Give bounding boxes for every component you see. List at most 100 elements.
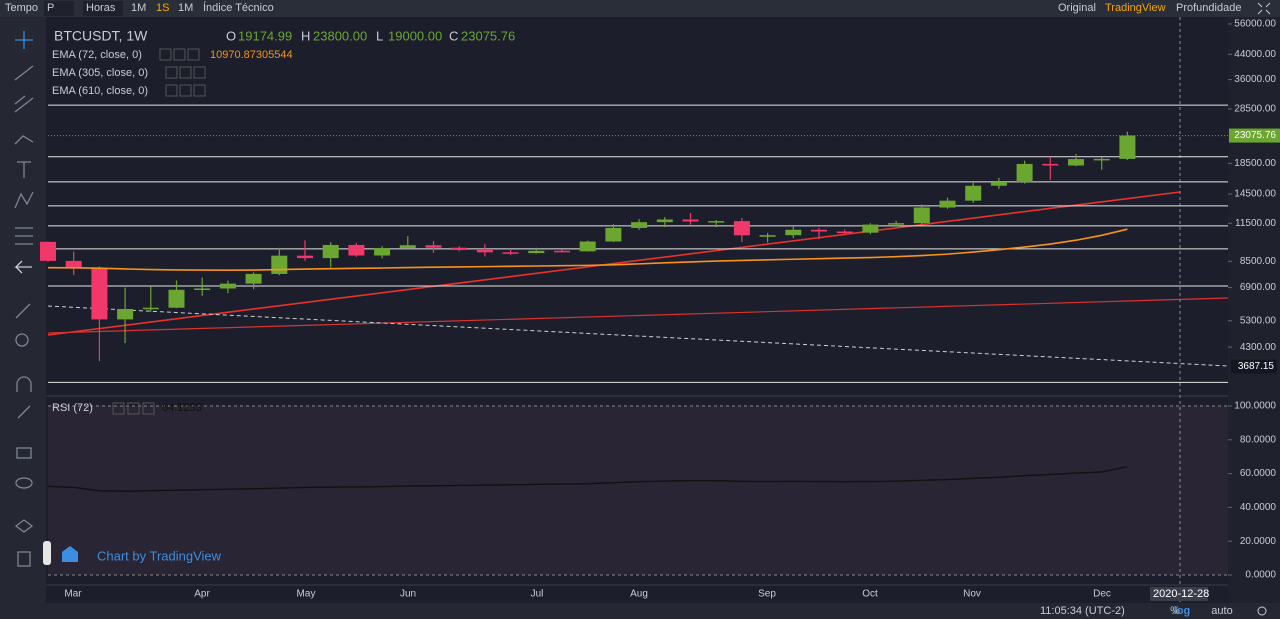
- candle-body: [1042, 163, 1059, 166]
- candle-body: [168, 289, 185, 308]
- indicator-button[interactable]: [142, 402, 155, 415]
- last-price-label: 23075.76: [1234, 130, 1276, 141]
- candle-body: [297, 255, 313, 259]
- x-tick-label: Apr: [194, 589, 210, 600]
- rsi-tick-label: 80.0000: [1240, 434, 1277, 445]
- indicator-button[interactable]: [112, 402, 125, 415]
- candle-body: [759, 235, 776, 237]
- toolbar-button[interactable]: Índice Técnico: [203, 1, 274, 14]
- x-tick-label: Mar: [64, 589, 82, 600]
- pattern-tool[interactable]: [14, 191, 34, 209]
- toolbar-button[interactable]: Horas: [86, 2, 116, 14]
- candle-body: [1068, 159, 1084, 166]
- indicator-button[interactable]: [173, 48, 186, 61]
- toolbar-button[interactable]: P: [47, 2, 54, 14]
- fib-tool[interactable]: [14, 95, 34, 113]
- candle-body: [1016, 163, 1033, 182]
- indicator-name: EMA (72, close, 0): [52, 49, 142, 61]
- candle-body: [528, 250, 545, 254]
- indicator-button[interactable]: [159, 48, 172, 61]
- text-tool[interactable]: [17, 161, 31, 178]
- date-label-bg: [1150, 587, 1208, 601]
- indicator-button[interactable]: [193, 84, 206, 97]
- line-tool[interactable]: [14, 65, 34, 81]
- scroll-handle[interactable]: [43, 541, 51, 565]
- rsi-tick-label: 20.0000: [1240, 536, 1277, 547]
- candle-body: [1093, 158, 1110, 161]
- rsi-line: [47, 465, 1128, 492]
- dropdown[interactable]: [44, 1, 74, 16]
- rsi-tick-label: 40.0000: [1240, 502, 1277, 513]
- status-bar: [0, 603, 1280, 619]
- rsi-tick-label: 0.0000: [1245, 570, 1276, 581]
- x-tick-label: May: [297, 589, 316, 600]
- indicator-button[interactable]: [179, 84, 192, 97]
- forecast-tool[interactable]: [15, 227, 33, 245]
- rsi-value: 64.1233: [162, 402, 202, 414]
- brush-tool[interactable]: [14, 135, 34, 145]
- candle-body: [425, 245, 442, 248]
- candle-body: [1119, 135, 1136, 159]
- hide-tool[interactable]: [15, 477, 33, 489]
- y-tick-label: 6900.00: [1240, 282, 1277, 293]
- ema-line: [47, 228, 1128, 272]
- fullscreen-button[interactable]: [1257, 2, 1271, 15]
- layers-tool[interactable]: [14, 519, 34, 533]
- candle-body: [708, 221, 725, 223]
- draw-lock-tool[interactable]: [17, 405, 31, 419]
- candle-body: [939, 200, 956, 208]
- indicator-value: 10970.87305544: [210, 49, 293, 61]
- toolbar-button[interactable]: Original: [1058, 2, 1096, 14]
- lock-tool[interactable]: [16, 447, 32, 459]
- scale-button[interactable]: log: [1174, 605, 1191, 617]
- candle-body: [91, 268, 108, 320]
- rsi-tick-label: 60.0000: [1240, 468, 1277, 479]
- toolbar-button[interactable]: 1M: [131, 2, 146, 14]
- magnet-tool[interactable]: [16, 376, 32, 392]
- toolbar-button[interactable]: TradingView: [1105, 2, 1166, 14]
- indicator-name: EMA (305, close, 0): [52, 67, 148, 79]
- y-tick-label: 28500.00: [1234, 104, 1276, 115]
- settings-button[interactable]: [1257, 606, 1267, 616]
- indicator-button[interactable]: [127, 402, 140, 415]
- candle-body: [322, 244, 339, 259]
- toolbar-button[interactable]: Profundidade: [1176, 2, 1241, 14]
- toolbar-button[interactable]: 1M: [178, 2, 193, 14]
- toolbar-button[interactable]: 1S: [156, 2, 169, 14]
- candle-body: [965, 185, 982, 201]
- candle-body: [271, 255, 288, 274]
- indicator-button[interactable]: [193, 66, 206, 79]
- ohlc-letter: H: [301, 28, 310, 43]
- indicator-button[interactable]: [179, 66, 192, 79]
- trend-line: [47, 297, 1229, 334]
- candle-body: [913, 207, 930, 224]
- candle-body: [554, 250, 570, 253]
- zoom-tool[interactable]: [15, 333, 29, 347]
- candle-body: [117, 309, 134, 320]
- candle-body: [605, 227, 622, 242]
- scale-button[interactable]: %: [1170, 605, 1180, 617]
- scale-button[interactable]: auto: [1211, 605, 1232, 617]
- ohlc-value: 23075.76: [461, 28, 515, 43]
- toolbar-button[interactable]: Tempo: [5, 2, 38, 14]
- measure-tool[interactable]: [15, 303, 31, 319]
- indicator-button[interactable]: [165, 84, 178, 97]
- ohlc-letter: O: [226, 28, 236, 43]
- back-tool[interactable]: [14, 260, 32, 274]
- dropdown[interactable]: [83, 1, 123, 16]
- indicator-button[interactable]: [165, 66, 178, 79]
- candle-body: [476, 249, 493, 253]
- delete-tool[interactable]: [17, 551, 31, 567]
- candle-body: [785, 229, 802, 236]
- x-tick-label: Jul: [531, 589, 544, 600]
- level-label-bg: [1231, 359, 1277, 374]
- candle-body: [631, 222, 648, 228]
- crosshair-date: 2020-12-28: [1153, 588, 1209, 600]
- candle-body: [502, 252, 519, 254]
- watermark[interactable]: Chart by TradingView: [97, 548, 222, 563]
- candle-body: [142, 307, 159, 310]
- rsi-name: RSI (72): [52, 402, 93, 414]
- crosshair-tool[interactable]: [15, 31, 33, 49]
- indicator-button[interactable]: [187, 48, 200, 61]
